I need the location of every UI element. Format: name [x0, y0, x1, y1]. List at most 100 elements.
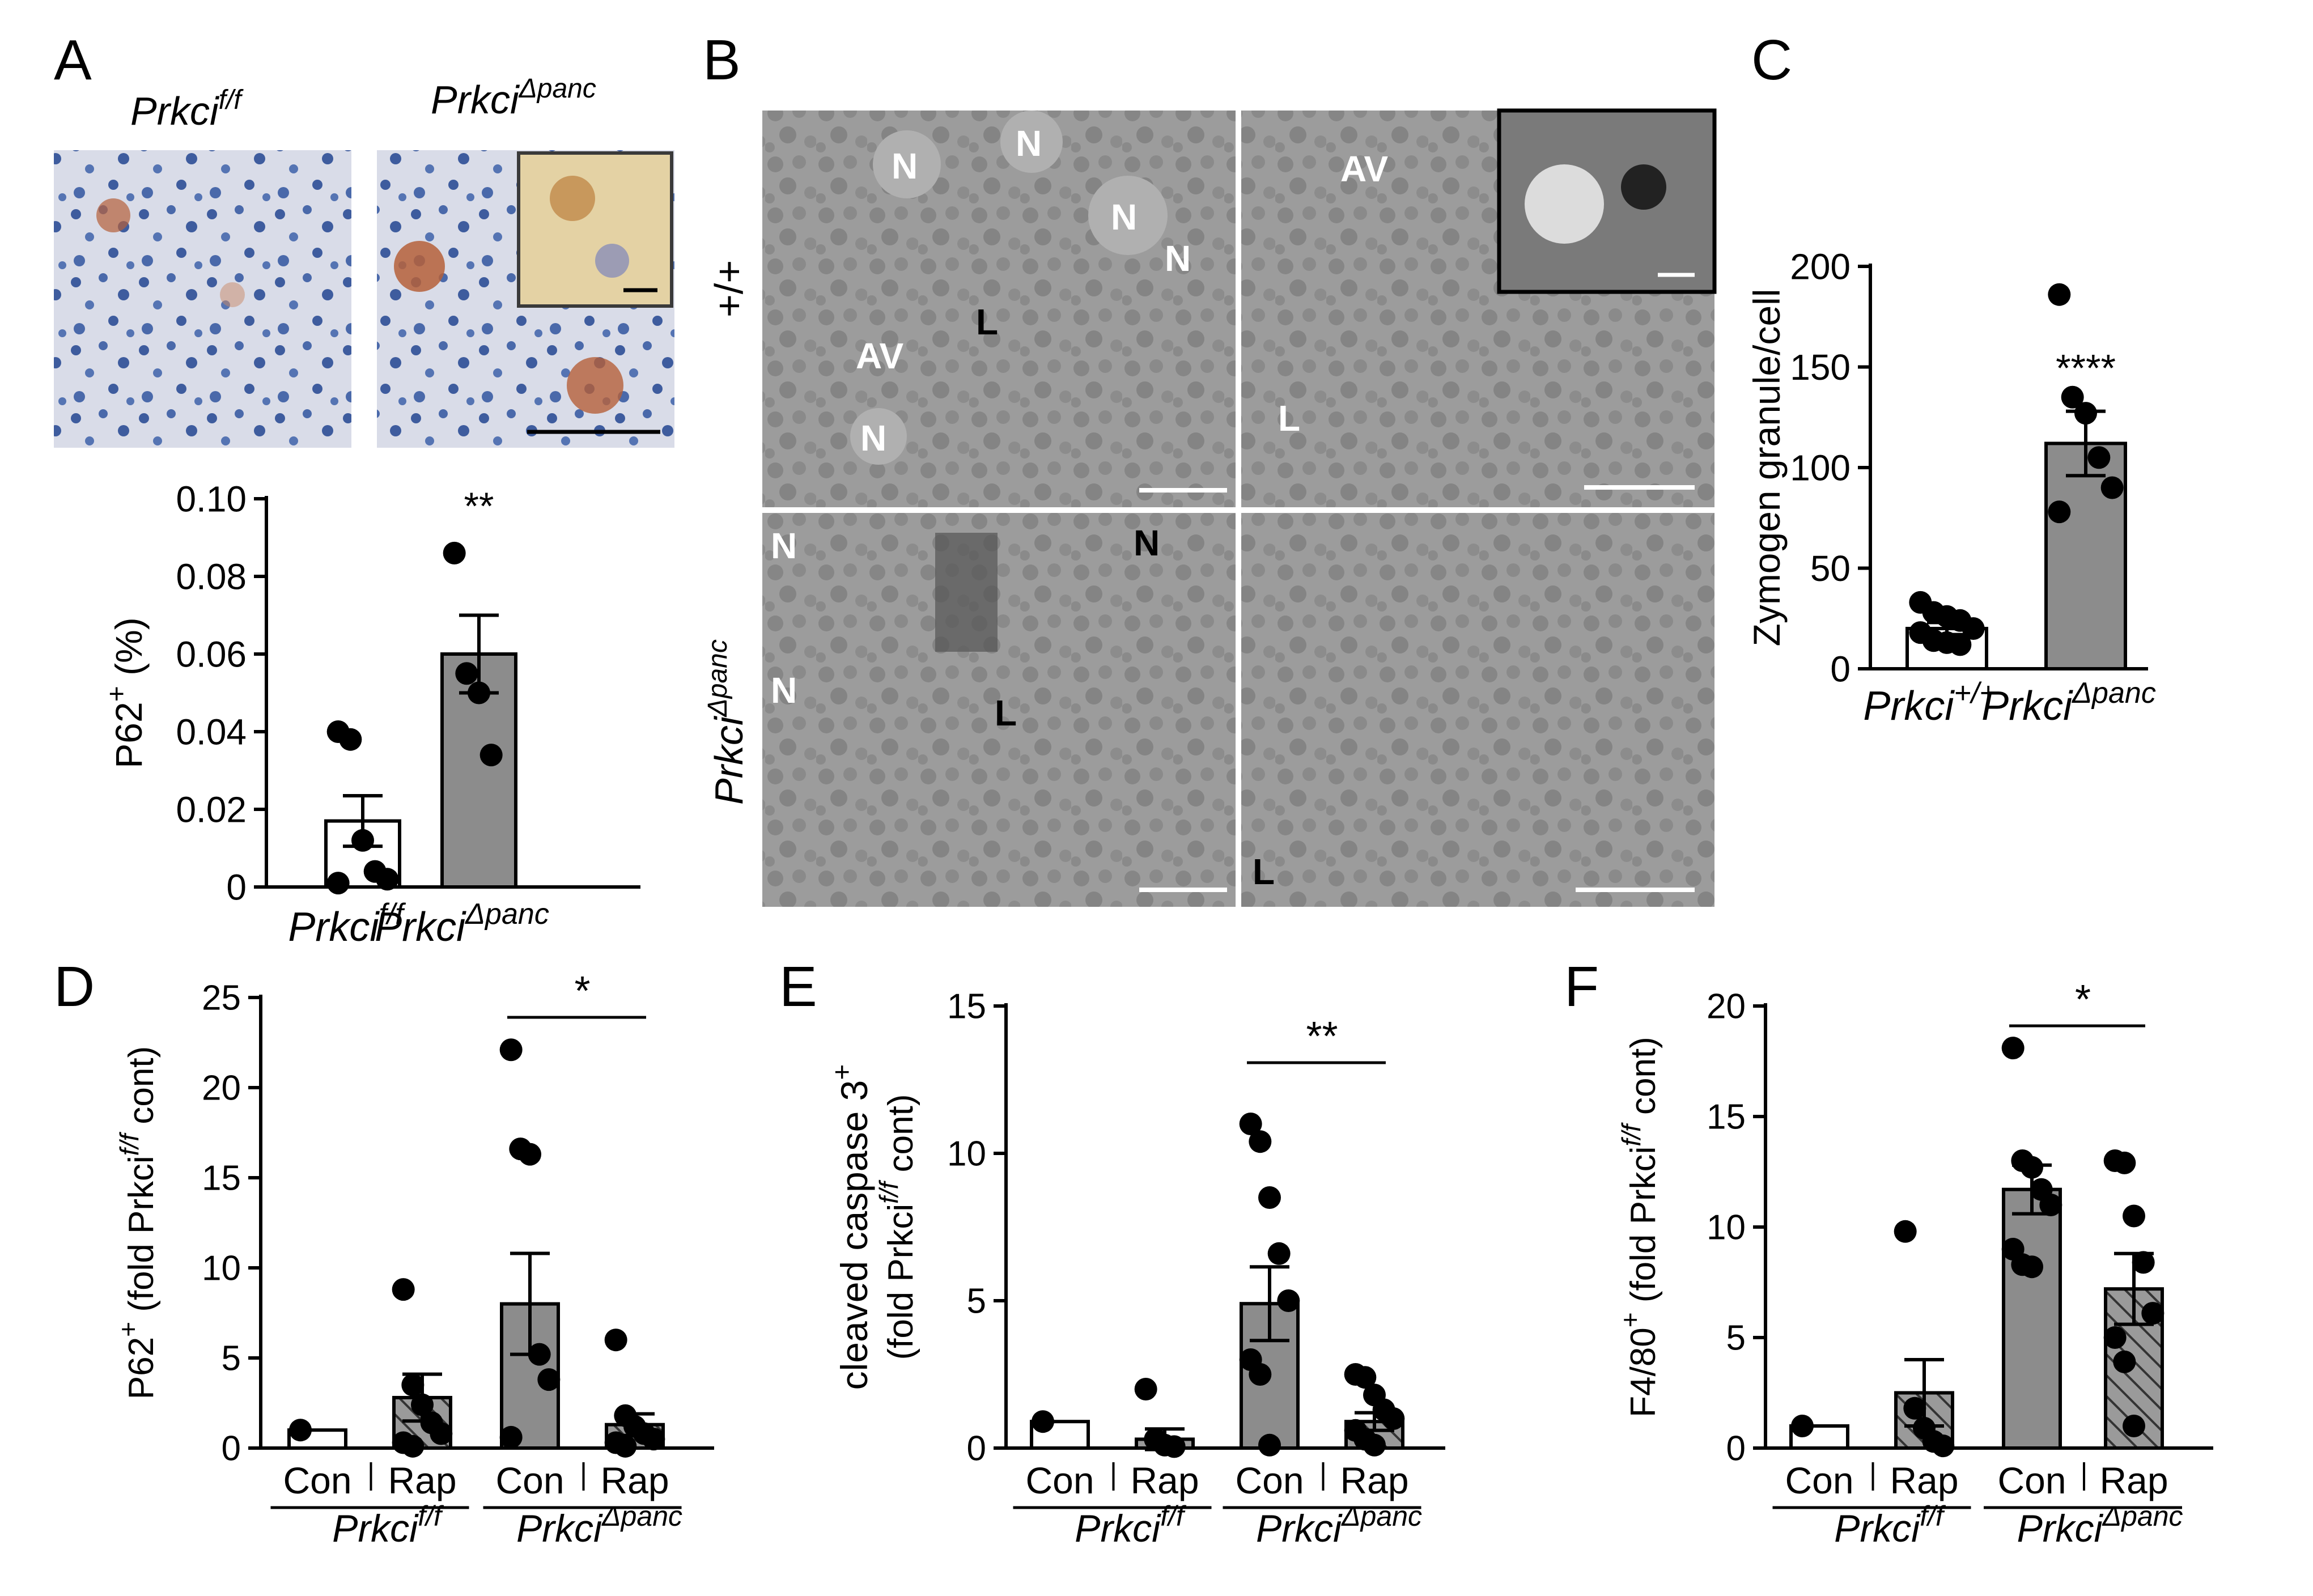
- x-category-label: Prkci+/+: [1863, 677, 1996, 729]
- data-point: [1249, 1363, 1272, 1386]
- em-label-l: L: [1278, 398, 1300, 439]
- data-point: [1032, 1410, 1054, 1433]
- y-tick-label: 0: [226, 867, 247, 907]
- data-point: [1382, 1407, 1405, 1430]
- group-label: PrkciΔpanc: [1256, 1500, 1422, 1550]
- panel-letter-c: C: [1751, 28, 1792, 92]
- ihc-inset: [517, 151, 673, 308]
- data-point: [499, 1425, 523, 1449]
- y-axis-label: Zymogen granule/cell: [1746, 289, 1788, 647]
- y-axis-label: F4/80+ (fold Prkcif/f cont): [1615, 1037, 1663, 1417]
- y-tick-label: 10: [202, 1249, 241, 1288]
- data-point: [1258, 1186, 1281, 1209]
- significance-marker: *: [2075, 977, 2091, 1022]
- bar: [2002, 1187, 2062, 1450]
- data-point: [2132, 1251, 2155, 1274]
- em-image-bottom-right: [1241, 513, 1714, 907]
- em-row-label-wt: +/+: [707, 260, 751, 317]
- data-point: [351, 829, 374, 852]
- panel-letter-d: D: [54, 955, 95, 1018]
- y-axis-label-sub: (fold Prkcif/f cont): [874, 1094, 920, 1360]
- data-point: [2123, 1415, 2145, 1437]
- x-category-label: Con: [283, 1459, 351, 1501]
- x-category-label: Con: [1785, 1459, 1853, 1501]
- y-tick-label: 5: [222, 1339, 241, 1378]
- data-point: [2074, 402, 2097, 425]
- em-label-l: L: [976, 302, 998, 342]
- em-label-n: N: [892, 146, 918, 186]
- data-point: [2021, 1255, 2043, 1279]
- data-point: [443, 541, 466, 564]
- significance-marker: ****: [2056, 347, 2116, 390]
- data-point: [1353, 1366, 1377, 1389]
- data-point: [614, 1434, 637, 1458]
- ihc-label-left: Prkcif/f: [130, 85, 244, 133]
- data-point: [528, 1343, 551, 1366]
- x-category-label: Rap: [1130, 1459, 1199, 1501]
- data-point: [1903, 1396, 1926, 1420]
- panel-letter-e: E: [779, 955, 817, 1018]
- data-point: [1932, 1434, 1955, 1458]
- y-tick-label: 15: [202, 1159, 241, 1198]
- x-category-label: Con: [1025, 1459, 1094, 1501]
- data-point: [499, 1038, 523, 1062]
- charts-layer: 00.020.040.060.080.10Prkcif/fPrkciΔpancP…: [102, 246, 2213, 1550]
- y-tick-label: 20: [202, 1069, 241, 1108]
- y-tick-label: 5: [967, 1282, 986, 1321]
- x-category-label: Rap: [600, 1459, 669, 1501]
- data-point: [2100, 476, 2124, 499]
- significance-marker: **: [464, 485, 494, 528]
- x-category-label: Con: [1997, 1459, 2066, 1501]
- y-tick-label: 200: [1790, 246, 1851, 287]
- y-tick-label: 0: [1830, 648, 1851, 689]
- em-label-av: AV: [1340, 148, 1388, 189]
- em-image-top-left: [762, 111, 1236, 507]
- data-point: [1949, 633, 1972, 656]
- em-label-l: L: [995, 693, 1017, 733]
- data-point: [1277, 1289, 1300, 1312]
- data-point: [537, 1368, 561, 1391]
- y-tick-label: 0.06: [176, 634, 247, 674]
- x-category-label: PrkciΔpanc: [375, 898, 549, 950]
- data-point: [2021, 1156, 2043, 1179]
- y-tick-label: 0.08: [176, 556, 247, 597]
- data-point: [376, 868, 399, 891]
- em-label-n: N: [1165, 238, 1191, 279]
- group-label: Prkcif/f: [1834, 1500, 1946, 1550]
- data-point: [289, 1419, 312, 1442]
- chart-c: 0 50 100 150 200 Prkci+/+PrkciΔpanc Zymogen gr…: [1746, 246, 2156, 729]
- data-point: [604, 1328, 627, 1352]
- data-point: [2039, 1194, 2062, 1216]
- y-axis-label: P62+ (fold Prkcif/f cont): [113, 1046, 161, 1399]
- data-point: [1239, 1113, 1262, 1135]
- significance-marker: **: [1306, 1014, 1338, 1059]
- data-point: [1134, 1378, 1157, 1400]
- y-tick-label: 0: [967, 1429, 986, 1468]
- em-label-n: N: [771, 670, 797, 711]
- data-point: [1162, 1435, 1186, 1458]
- data-point: [411, 1393, 434, 1416]
- em-label-n: N: [1111, 197, 1137, 237]
- y-tick-label: 15: [947, 987, 986, 1026]
- y-tick-label: 5: [1726, 1319, 1746, 1358]
- x-category-label: PrkciΔpanc: [1981, 677, 2156, 729]
- data-point: [1258, 1433, 1281, 1457]
- group-label: Prkcif/f: [332, 1500, 444, 1550]
- x-category-label: Rap: [1340, 1459, 1408, 1501]
- y-tick-label: 15: [1707, 1098, 1746, 1137]
- data-point: [455, 662, 478, 685]
- data-point: [2087, 446, 2111, 469]
- x-category-label: Con: [495, 1459, 564, 1501]
- x-category-label: Con: [1235, 1459, 1304, 1501]
- y-tick-label: 10: [1707, 1208, 1746, 1247]
- data-point: [2048, 500, 2071, 524]
- group-label: PrkciΔpanc: [516, 1500, 682, 1550]
- em-label-n: N: [1134, 523, 1160, 563]
- data-point: [1363, 1433, 1386, 1457]
- significance-marker: *: [574, 969, 590, 1014]
- data-point: [1267, 1242, 1291, 1265]
